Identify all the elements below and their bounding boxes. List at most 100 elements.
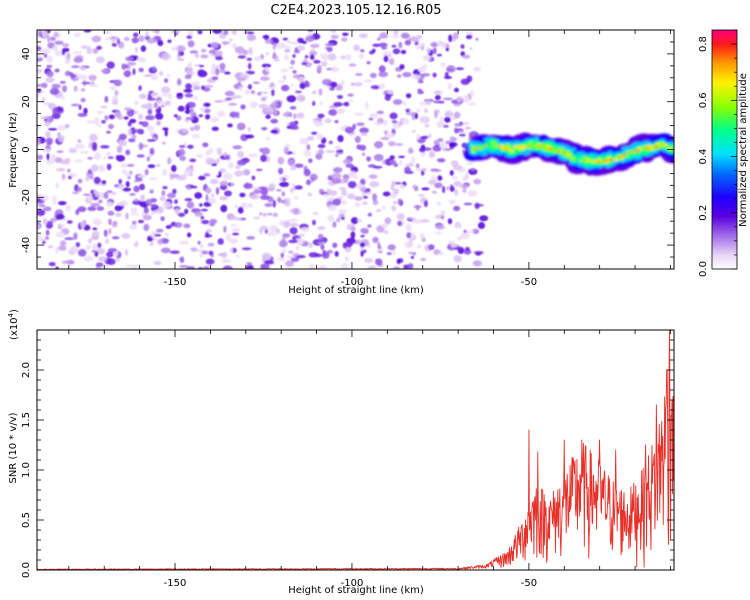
heatmap-noise-blob bbox=[140, 103, 151, 109]
heatmap-noise-blob bbox=[64, 237, 74, 241]
heatmap-noise-blob bbox=[284, 199, 291, 207]
heatmap-signal-blob bbox=[490, 141, 497, 144]
heatmap-noise-blob bbox=[334, 120, 339, 124]
heatmap-noise-blob bbox=[61, 48, 66, 56]
heatmap-noise-blob bbox=[294, 163, 304, 168]
heatmap-noise-blob bbox=[415, 163, 420, 169]
heatmap-noise-blob bbox=[354, 135, 361, 144]
heatmap-noise-blob bbox=[106, 251, 114, 258]
heatmap-noise-blob bbox=[415, 205, 420, 211]
heatmap-noise-blob bbox=[204, 108, 211, 114]
heatmap-noise-blob bbox=[159, 196, 166, 202]
heatmap-noise-blob bbox=[169, 250, 180, 254]
heatmap-noise-blob bbox=[232, 145, 242, 150]
heatmap-noise-blob bbox=[462, 54, 471, 59]
heatmap-noise-blob bbox=[147, 139, 156, 142]
heatmap-noise-blob bbox=[238, 86, 242, 92]
heatmap-noise-blob bbox=[316, 134, 323, 140]
heatmap-noise-blob bbox=[176, 92, 183, 96]
heatmap-noise-blob bbox=[346, 193, 356, 200]
heatmap-noise-blob bbox=[373, 154, 384, 162]
heatmap-noise-blob bbox=[219, 180, 229, 186]
heatmap-noise-blob bbox=[370, 85, 381, 90]
heatmap-noise-blob bbox=[68, 147, 78, 154]
heatmap-noise-blob bbox=[434, 94, 441, 101]
heatmap-noise-blob bbox=[54, 40, 64, 45]
heatmap-noise-blob bbox=[446, 65, 456, 73]
heatmap-noise-blob bbox=[460, 44, 465, 49]
heatmap-noise-blob bbox=[292, 151, 296, 156]
heatmap-noise-blob bbox=[217, 238, 224, 245]
heatmap-noise-blob bbox=[304, 80, 309, 88]
heatmap-noise-blob bbox=[472, 260, 482, 267]
heatmap-noise-blob bbox=[462, 122, 470, 125]
snr-y-axis: 0.0 0.5 1.0 1.5 2.0 bbox=[21, 329, 674, 578]
heatmap-noise-blob bbox=[164, 128, 168, 137]
heatmap-noise-blob bbox=[465, 230, 475, 233]
heatmap-noise-blob bbox=[147, 97, 156, 101]
heatmap-noise-blob bbox=[219, 196, 228, 201]
heatmap-noise-blob bbox=[454, 111, 461, 119]
heatmap-noise-blob bbox=[317, 233, 324, 241]
heatmap-noise-blob bbox=[97, 164, 105, 172]
heatmap-noise-blob bbox=[260, 97, 267, 102]
heatmap-noise-blob bbox=[406, 232, 412, 239]
heatmap-noise-blob bbox=[223, 225, 227, 233]
heatmap-noise-blob bbox=[471, 167, 475, 171]
heatmap-noise-blob bbox=[46, 159, 55, 165]
heatmap-noise-blob bbox=[147, 164, 156, 169]
heatmap-noise-blob bbox=[286, 95, 297, 103]
heatmap-signal-blob bbox=[658, 144, 664, 148]
heatmap-noise-blob bbox=[417, 244, 422, 249]
heatmap-noise-blob bbox=[179, 144, 186, 149]
colorbar-frame bbox=[711, 29, 738, 270]
heatmap-noise-blob bbox=[73, 232, 78, 240]
heatmap-noise-blob bbox=[244, 89, 251, 95]
heatmap-noise-blob bbox=[224, 71, 231, 75]
heatmap-noise-blob bbox=[380, 137, 390, 140]
heatmap-noise-blob bbox=[467, 190, 478, 197]
heatmap-noise-blob bbox=[145, 198, 153, 206]
heatmap-noise-blob bbox=[421, 135, 429, 139]
heatmap-noise-blob bbox=[272, 42, 277, 50]
heatmap-noise-blob bbox=[408, 217, 417, 220]
heatmap-noise-blob bbox=[335, 84, 343, 91]
heatmap-noise-blob bbox=[205, 114, 211, 120]
heatmap-noise-blob bbox=[416, 108, 421, 113]
heatmap-noise-blob bbox=[143, 74, 152, 77]
heatmap-noise-blob bbox=[198, 64, 205, 68]
heatmap-noise-blob bbox=[216, 157, 220, 164]
heatmap-noise-blob bbox=[138, 67, 144, 73]
heatmap-noise-blob bbox=[106, 163, 112, 171]
heatmap-noise-blob bbox=[232, 95, 242, 99]
heatmap-noise-blob bbox=[222, 258, 232, 263]
heatmap-noise-blob bbox=[465, 172, 469, 176]
colorbar: 0.0 0.2 0.4 0.6 0.8 Normalized spectral ampl… bbox=[698, 29, 749, 277]
heatmap-noise-blob bbox=[214, 50, 223, 54]
heatmap-noise-blob bbox=[91, 230, 100, 239]
heatmap-noise-blob bbox=[59, 240, 67, 247]
heatmap-noise-blob bbox=[329, 87, 335, 91]
heatmap-noise-blob bbox=[281, 191, 285, 197]
heatmap-noise-blob bbox=[412, 252, 417, 256]
heatmap-noise-blob bbox=[200, 215, 205, 220]
heatmap-noise-blob bbox=[334, 145, 342, 151]
heatmap-noise-blob bbox=[466, 34, 473, 40]
snr-plot-area bbox=[37, 330, 674, 570]
snr-x-tick-label: -150 bbox=[164, 578, 187, 589]
heatmap-noise-blob bbox=[398, 159, 403, 165]
snr-x-label: Height of straight line (km) bbox=[288, 585, 424, 596]
heatmap-noise-blob bbox=[126, 109, 135, 117]
heatmap-noise-blob bbox=[121, 63, 126, 71]
heatmap-noise-blob bbox=[234, 204, 239, 209]
heatmap-noise-blob bbox=[190, 247, 198, 252]
heatmap-noise-blob bbox=[125, 181, 130, 188]
heatmap-noise-blob bbox=[179, 265, 189, 268]
heatmap-noise-blob bbox=[442, 186, 446, 194]
heatmap-noise-blob bbox=[281, 84, 290, 92]
heatmap-noise-blob bbox=[367, 212, 373, 217]
heatmap-noise-blob bbox=[198, 175, 206, 181]
heatmap-signal-blob bbox=[539, 145, 547, 148]
heatmap-noise-blob bbox=[219, 155, 230, 160]
heatmap-noise-blob bbox=[407, 147, 414, 154]
